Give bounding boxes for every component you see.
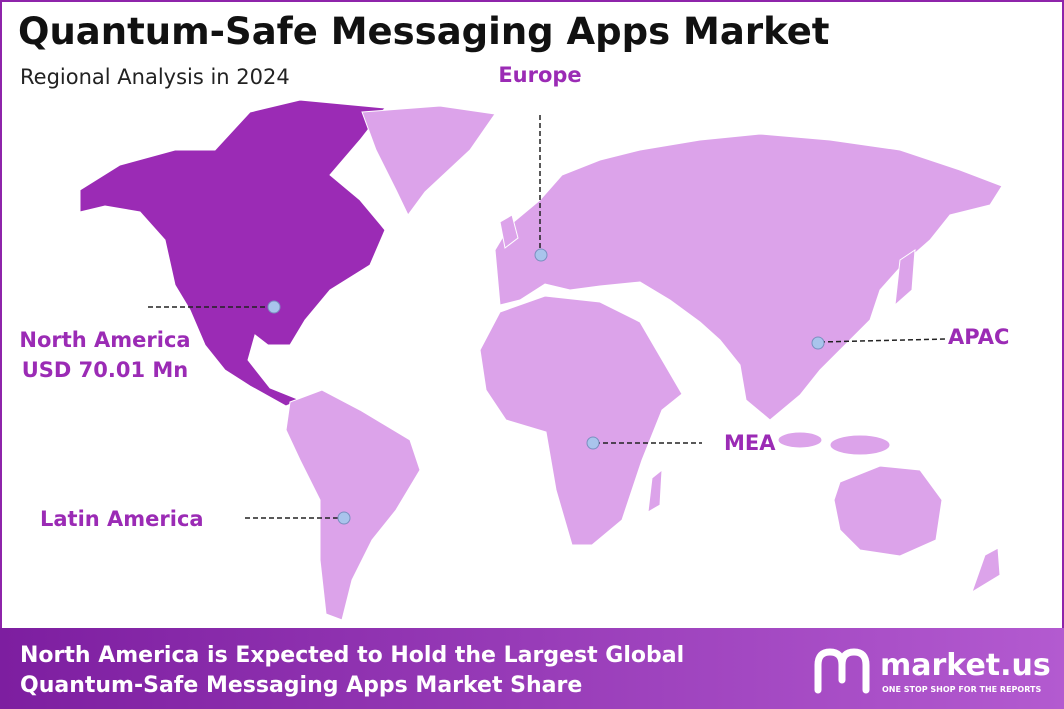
region-label: Europe (498, 63, 581, 87)
title: Quantum-Safe Messaging Apps Market (18, 10, 829, 53)
logo-tagline: ONE STOP SHOP FOR THE REPORTS (882, 685, 1041, 694)
marker (586, 436, 600, 450)
japan (894, 249, 916, 307)
region-label: North America (19, 328, 190, 352)
footer-text: North America is Expected to Hold the La… (20, 643, 684, 668)
indonesia (777, 431, 823, 449)
eurasia (494, 133, 1003, 421)
uk (499, 214, 519, 249)
marker (337, 511, 351, 525)
borneo-papua (829, 434, 891, 456)
logo-mark (814, 648, 870, 694)
leaders (148, 115, 946, 525)
new-zealand (971, 547, 1001, 594)
south-america (285, 389, 421, 621)
region-label: MEA (724, 431, 776, 455)
logo-name: market.us (880, 648, 1051, 683)
madagascar (647, 468, 663, 513)
north-america (79, 99, 386, 407)
region-value: USD 70.01 Mn (22, 358, 189, 382)
subtitle: Regional Analysis in 2024 (20, 65, 290, 89)
world-map (79, 99, 1003, 621)
australia (833, 465, 943, 557)
footer-band (0, 628, 1064, 709)
leader-line (819, 338, 946, 343)
region-label: APAC (948, 325, 1009, 349)
africa (479, 295, 683, 546)
marker (267, 300, 281, 314)
marker (811, 336, 825, 350)
marker (534, 248, 548, 262)
greenland (361, 105, 496, 216)
footer-text: Quantum-Safe Messaging Apps Market Share (20, 673, 582, 698)
logo: market.us ONE STOP SHOP FOR THE REPORTS (814, 648, 1051, 694)
region-label: Latin America (40, 507, 204, 531)
